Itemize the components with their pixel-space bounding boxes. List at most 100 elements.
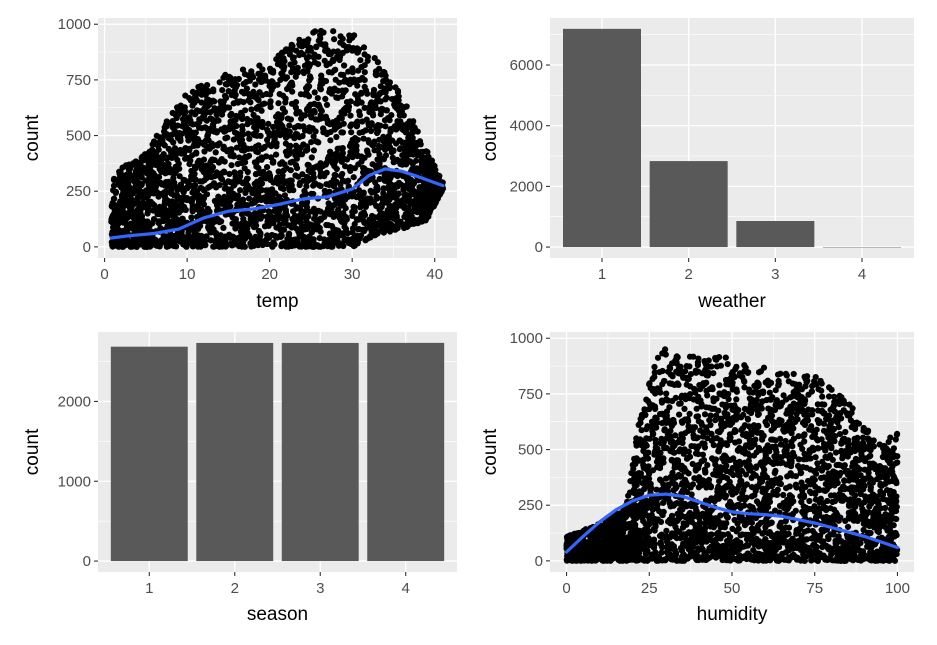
scatter-point xyxy=(120,199,127,206)
scatter-point xyxy=(198,233,205,241)
scatter-point xyxy=(232,177,239,184)
scatter-point xyxy=(312,215,319,222)
scatter-point xyxy=(388,204,395,212)
scatter-point xyxy=(400,186,407,193)
scatter-point xyxy=(393,204,400,211)
scatter-point xyxy=(286,122,293,129)
scatter-point xyxy=(874,499,881,506)
scatter-point xyxy=(773,397,781,404)
scatter-point xyxy=(277,132,284,139)
scatter-point xyxy=(241,144,249,151)
scatter-point xyxy=(119,228,126,235)
scatter-point xyxy=(129,239,136,247)
scatter-point xyxy=(194,195,202,202)
scatter-point xyxy=(155,139,162,146)
scatter-point xyxy=(241,165,248,172)
scatter-point xyxy=(138,174,145,181)
scatter-point xyxy=(232,84,239,91)
scatter-point xyxy=(305,93,313,100)
scatter-point xyxy=(129,209,136,216)
scatter-point xyxy=(394,89,402,96)
y-tick-label: 0 xyxy=(83,553,91,570)
scatter-point xyxy=(189,135,196,142)
scatter-point xyxy=(405,204,412,211)
scatter-point xyxy=(293,47,300,54)
scatter-point xyxy=(363,180,370,187)
scatter-point xyxy=(643,426,650,433)
scatter-point xyxy=(139,202,146,209)
bar-3 xyxy=(281,342,359,562)
scatter-point xyxy=(887,491,894,498)
scatter-point xyxy=(128,203,135,210)
scatter-point xyxy=(171,145,179,152)
scatter-point xyxy=(224,148,231,155)
scatter-point xyxy=(403,197,410,204)
scatter-point xyxy=(231,237,238,244)
scatter-point xyxy=(346,143,354,150)
scatter-point xyxy=(279,105,286,112)
scatter-point xyxy=(286,187,293,194)
scatter-point xyxy=(178,150,185,157)
scatter-point xyxy=(369,222,376,229)
scatter-point xyxy=(367,127,375,135)
scatter-point xyxy=(287,116,294,123)
scatter-point xyxy=(388,171,395,178)
scatter-point xyxy=(651,363,658,371)
scatter-point xyxy=(304,146,311,153)
scatter-point xyxy=(239,196,247,203)
scatter-point xyxy=(813,435,820,442)
scatter-point xyxy=(313,43,320,50)
scatter-point xyxy=(414,148,421,155)
scatter-point xyxy=(261,100,268,107)
scatter-point xyxy=(134,165,141,172)
scatter-point xyxy=(235,75,242,83)
scatter-point xyxy=(353,142,360,149)
scatter-point xyxy=(243,85,250,92)
scatter-point xyxy=(320,125,327,132)
scatter-point xyxy=(721,409,728,417)
scatter-point xyxy=(267,65,274,72)
scatter-point xyxy=(322,43,329,51)
scatter-points xyxy=(108,27,446,250)
scatter-point xyxy=(120,243,127,250)
scatter-point xyxy=(280,55,287,62)
scatter-point xyxy=(145,163,152,170)
scatter-point xyxy=(406,151,413,158)
scatter-point xyxy=(377,155,385,162)
scatter-point xyxy=(340,78,348,85)
x-tick-label: 30 xyxy=(344,266,361,283)
scatter-point xyxy=(287,159,294,166)
scatter-point xyxy=(284,132,291,139)
scatter-point xyxy=(846,401,853,408)
scatter-point xyxy=(273,224,280,231)
scatter-point xyxy=(211,173,218,180)
scatter-point xyxy=(276,91,283,98)
scatter-point xyxy=(228,91,235,99)
scatter-point xyxy=(333,150,340,157)
scatter-point xyxy=(236,154,243,161)
scatter-point xyxy=(189,88,196,95)
scatter-point xyxy=(713,472,720,479)
scatter-point xyxy=(393,126,400,133)
scatter-point xyxy=(355,46,362,53)
scatter-point xyxy=(368,99,375,106)
scatter-point xyxy=(339,177,346,184)
scatter-point xyxy=(326,60,333,67)
scatter-point xyxy=(170,175,177,182)
scatter-point xyxy=(325,69,332,76)
scatter-point xyxy=(404,121,411,128)
scatter-point xyxy=(420,191,428,198)
scatter-point xyxy=(265,187,272,194)
scatter-point xyxy=(785,547,792,554)
scatter-point xyxy=(416,204,423,211)
scatter-point xyxy=(206,183,213,190)
scatter-point xyxy=(370,86,378,94)
scatter-point xyxy=(122,162,130,169)
scatter-point xyxy=(135,240,142,247)
x-tick-label: 1 xyxy=(598,266,606,283)
scatter-point xyxy=(353,216,360,223)
scatter-point xyxy=(389,154,396,161)
scatter-point xyxy=(728,488,735,495)
scatter-point xyxy=(328,243,335,250)
x-tick-label: 2 xyxy=(684,266,692,283)
